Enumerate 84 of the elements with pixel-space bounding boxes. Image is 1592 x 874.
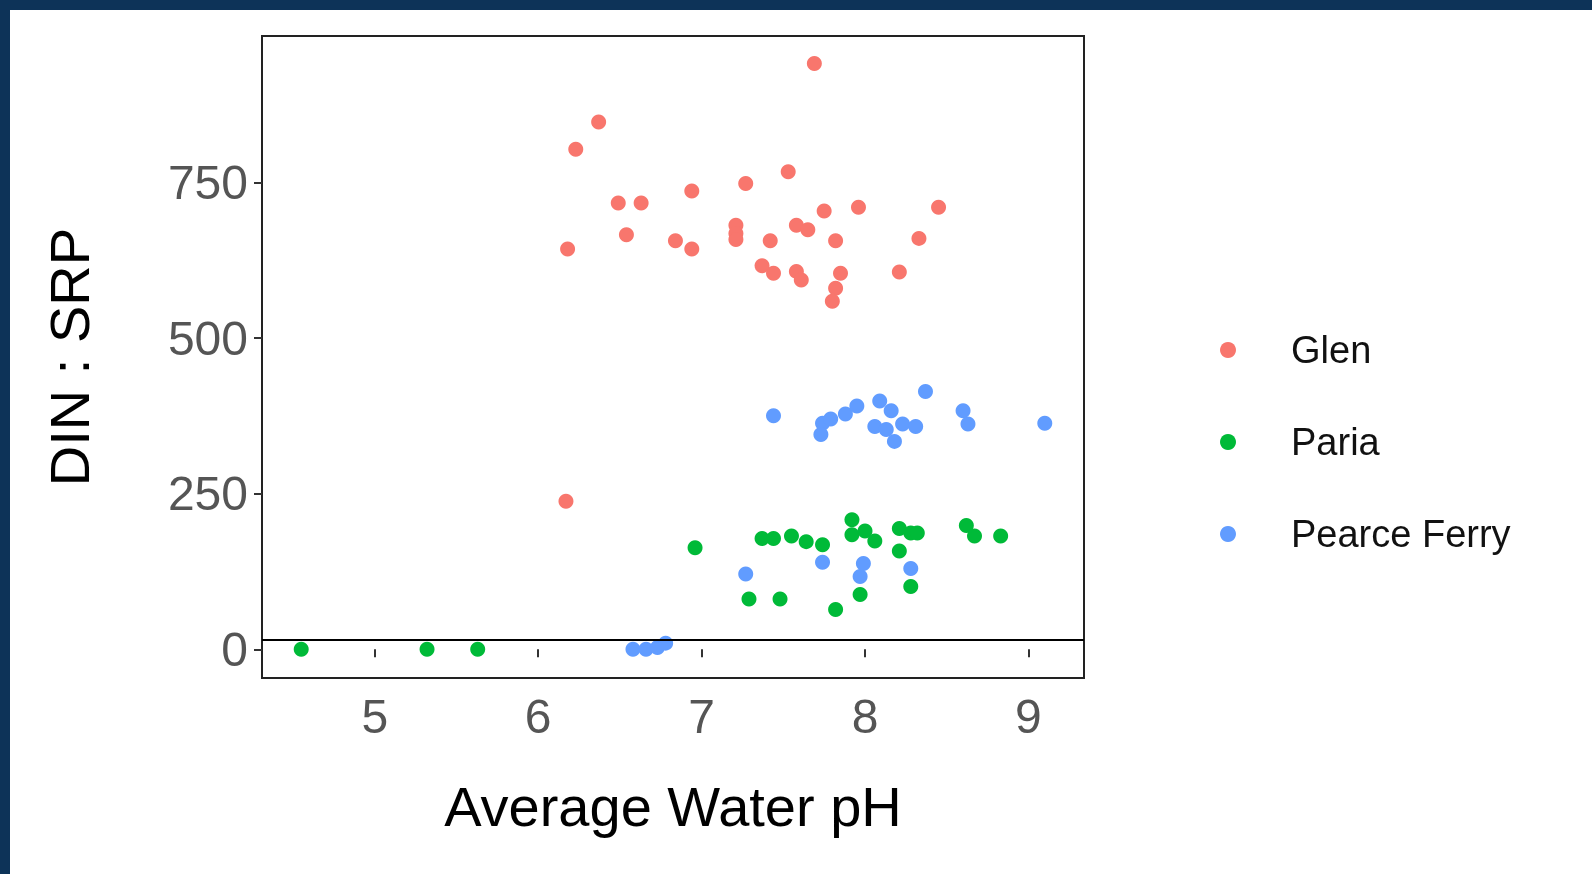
point	[560, 241, 576, 257]
x-tick-label: 7	[688, 689, 715, 743]
point	[684, 183, 700, 199]
point	[419, 641, 435, 657]
y-tick-label: 0	[221, 622, 248, 676]
point	[872, 393, 888, 409]
point	[625, 641, 641, 657]
point	[684, 241, 700, 257]
point	[667, 233, 683, 249]
point	[886, 433, 902, 449]
point	[754, 258, 770, 274]
point	[610, 195, 626, 211]
point	[967, 528, 983, 544]
point	[878, 422, 894, 438]
point	[766, 531, 781, 547]
point	[766, 265, 781, 281]
point	[828, 233, 844, 249]
point	[815, 554, 831, 570]
point	[1037, 415, 1053, 431]
point	[993, 528, 1009, 544]
y-tick-label: 250	[167, 467, 248, 521]
point	[844, 512, 860, 528]
point	[687, 540, 703, 556]
point	[903, 560, 919, 576]
point	[883, 403, 899, 419]
point	[568, 141, 584, 157]
point	[800, 222, 816, 238]
point	[837, 406, 853, 422]
x-tick-label: 9	[1015, 689, 1042, 743]
point	[618, 227, 634, 243]
point	[633, 195, 649, 211]
point	[815, 537, 831, 553]
x-tick-label: 8	[851, 689, 879, 743]
point	[891, 543, 907, 559]
point	[911, 230, 927, 246]
point	[908, 418, 924, 434]
point	[833, 265, 849, 281]
point	[855, 555, 871, 571]
point	[895, 416, 911, 432]
x-axis-title: Average Water pH	[444, 774, 902, 838]
point	[918, 384, 933, 400]
x-tick-label: 5	[361, 689, 389, 743]
legend-label: Pearce Ferry	[1291, 513, 1511, 555]
point	[762, 233, 778, 249]
point	[867, 418, 883, 434]
point	[823, 411, 839, 427]
legend-label: Paria	[1291, 421, 1381, 463]
point	[867, 533, 883, 549]
point	[844, 527, 860, 543]
point	[783, 528, 799, 544]
point	[931, 199, 947, 215]
point	[891, 264, 907, 280]
point	[828, 280, 844, 296]
point	[558, 493, 574, 509]
point	[849, 398, 865, 414]
point	[293, 641, 309, 657]
point	[806, 55, 822, 71]
point	[738, 176, 754, 192]
point	[903, 578, 919, 594]
point	[798, 534, 814, 550]
point	[766, 408, 781, 424]
point	[793, 272, 809, 288]
y-axis-title: DIN : SRP	[37, 227, 101, 487]
point	[741, 591, 757, 607]
point	[591, 114, 607, 130]
y-tick-label: 500	[167, 311, 248, 365]
point	[955, 403, 971, 419]
point	[828, 602, 844, 617]
point	[816, 203, 832, 219]
point	[824, 293, 840, 309]
point	[958, 517, 974, 533]
point	[852, 587, 868, 603]
y-tick-label: 750	[167, 155, 248, 209]
point	[851, 199, 866, 215]
point	[813, 427, 829, 443]
point	[960, 416, 976, 432]
x-tick-label: 6	[524, 689, 552, 743]
point	[772, 591, 788, 607]
point	[470, 641, 486, 657]
point	[857, 523, 873, 539]
point	[780, 164, 796, 180]
point	[738, 566, 754, 582]
legend-label: Glen	[1291, 329, 1372, 371]
point	[852, 569, 868, 584]
